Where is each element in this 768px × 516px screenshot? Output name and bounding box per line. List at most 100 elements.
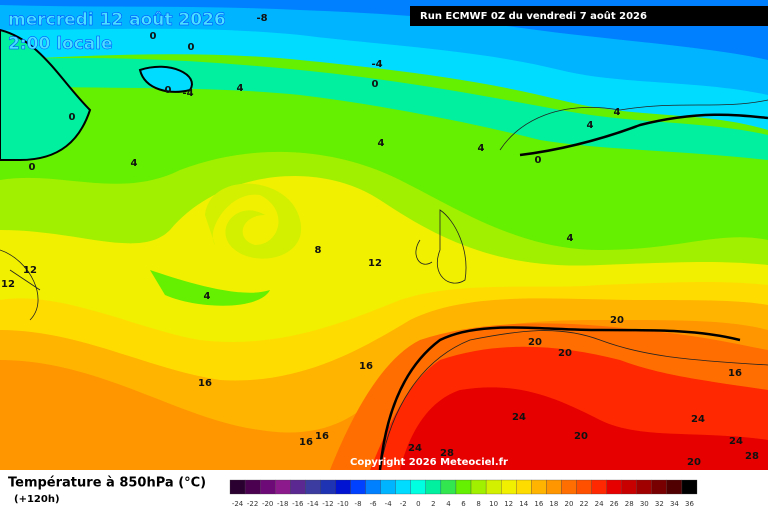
legend-swatch [666,479,683,495]
contour-label: 4 [131,158,138,169]
legend-label: -16 [292,500,304,508]
contour-label: 4 [587,120,594,131]
legend-swatch [410,479,426,495]
legend-label: -20 [262,500,273,508]
legend-label: -6 [370,500,378,508]
legend-label: -8 [355,500,362,508]
legend-swatch [335,479,351,495]
contour-label: 16 [359,361,373,372]
legend-swatch [501,479,517,495]
contour-label: 24 [729,436,743,447]
contour-label: 4 [204,291,211,302]
contour-label: 0 [29,162,36,173]
contour-label: 4 [237,83,244,94]
contour-label: 16 [198,378,212,389]
legend-label: 24 [595,500,604,508]
legend-swatch [425,479,442,495]
legend-swatch [561,479,577,495]
legend-swatch [455,479,472,495]
legend-swatch [320,479,336,495]
contour-label: 20 [687,457,701,468]
legend-label: 34 [670,500,679,508]
legend-swatch [531,479,547,495]
legend-label: 2 [431,500,435,508]
legend-label: 26 [610,500,619,508]
legend-label: 10 [489,500,498,508]
contour-label: 16 [299,437,313,448]
contour-label: -4 [182,88,193,99]
contour-label: -4 [371,59,382,70]
footer-lead: (+120h) [14,494,60,505]
legend-label: 30 [640,500,649,508]
legend-swatch [576,479,592,495]
legend-swatch [681,479,698,495]
contour-label: 8 [315,245,322,256]
map-shape [519,113,768,157]
legend-label: -14 [307,500,319,508]
map-shape [138,65,193,93]
legend-swatch [244,479,261,495]
legend-label: -24 [232,500,244,508]
temperature-field [0,0,768,470]
legend-swatch [350,479,366,495]
legend-label: 22 [580,500,589,508]
legend-label: 16 [534,500,543,508]
forecast-date: mercredi 12 août 2026 [8,10,226,30]
isotherms [378,113,768,471]
legend-swatch [305,479,321,495]
legend-swatch [516,479,532,495]
contour-label: 4 [614,107,621,118]
legend-swatch [651,479,668,495]
contour-label: 0 [535,155,542,166]
map-shape [0,28,92,161]
map-shape [0,249,41,321]
legend-swatch [275,479,291,495]
contour-label: 12 [23,265,37,276]
legend-label: 18 [549,500,558,508]
contour-label: 16 [728,368,742,379]
copyright: Copyright 2026 Meteociel.fr [350,457,508,468]
legend-label: 32 [655,500,664,508]
legend-swatch [470,479,487,495]
legend-label: 28 [625,500,634,508]
forecast-time: 2:00 locale [8,34,113,54]
contour-label: 20 [574,431,588,442]
map-shape [415,239,433,265]
run-banner [410,6,768,26]
contour-label: -8 [256,13,267,24]
legend-swatch [229,479,246,495]
legend-swatch [636,479,652,495]
legend-label: 0 [416,500,420,508]
legend-swatch [591,479,607,495]
legend-swatch [395,479,411,495]
color-legend: -24 -22 -20 -18 -16 -14 -12 -10 -8 -6 -4 -2 0 2 4 6 8 10 1… [229,479,698,508]
contour-label: 24 [691,414,705,425]
contour-label: 20 [610,315,624,326]
contour-label: 12 [368,258,382,269]
legend-swatch [621,479,637,495]
map-shape [400,387,768,470]
legend-label: -12 [322,500,333,508]
legend-label: 20 [564,500,573,508]
contour-label: 16 [315,431,329,442]
legend-swatch [606,479,622,495]
legend-swatch [259,479,276,495]
legend-label: 6 [461,500,466,508]
map-shape [150,270,270,306]
map-shape [378,326,741,471]
contour-label: 20 [528,337,542,348]
legend-swatch [365,479,381,495]
legend-swatch [440,479,457,495]
footer-title: Température à 850hPa (°C) [8,476,206,491]
contour-label: 0 [165,85,172,96]
legend-swatch [380,479,396,495]
map-shape [499,99,768,151]
contour-label: 0 [372,79,379,90]
legend-label: 36 [685,500,694,508]
legend-label: 4 [446,500,451,508]
legend-label: -4 [385,500,393,508]
contour-label: 0 [150,31,157,42]
coastlines [0,99,768,471]
contour-label: 0 [188,42,195,53]
contour-label: 28 [440,448,454,459]
